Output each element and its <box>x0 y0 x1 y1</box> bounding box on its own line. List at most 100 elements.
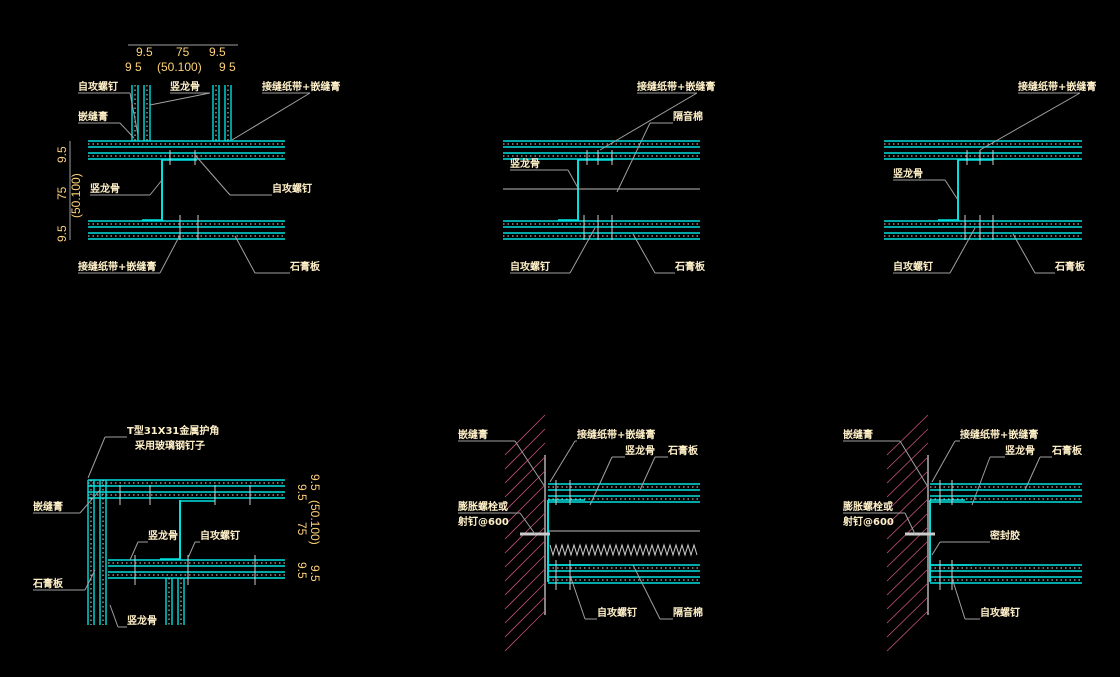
leader-line <box>632 564 661 620</box>
dim-right-board-lower-outer: 9.5 <box>308 565 322 582</box>
leader-line <box>931 541 941 556</box>
label-joint-tape: 接缝纸带+嵌缝膏 <box>577 428 655 441</box>
dim-top-stud: 75 <box>176 45 190 59</box>
leader-line <box>589 456 613 506</box>
detail-3-partition: 接缝纸带+嵌缝膏 竖龙骨 自攻螺钉 石膏板 <box>893 80 1096 273</box>
label-screw: 自攻螺钉 <box>597 606 637 619</box>
dim-top-right-board: 9.5 <box>209 45 226 59</box>
dim-top-left-board: 9.5 <box>136 45 153 59</box>
leader-line <box>569 574 586 620</box>
label-screw: 自攻螺钉 <box>510 260 550 273</box>
leader-line <box>616 122 651 193</box>
leader-line <box>569 227 596 274</box>
label-gypsum: 石膏板 <box>1054 260 1086 273</box>
leader-line <box>971 456 991 506</box>
wall-hatch <box>886 442 929 484</box>
dim-left-stud: 75 <box>55 186 69 200</box>
label-insulation: 隔音棉 <box>673 606 703 619</box>
label-screw: 自攻螺钉 <box>893 260 933 273</box>
detail-6-wall-junction-sealant: 嵌缝膏 接缝纸带+嵌缝膏 竖龙骨 石膏板 膨胀螺栓或 射钉@600 密封胶 自攻… <box>842 428 1083 619</box>
label-gypsum: 石膏板 <box>1051 444 1083 457</box>
wall-hatch <box>504 498 546 540</box>
dim-right-stud: 75 <box>295 522 309 536</box>
wall-hatch <box>886 568 929 610</box>
label-screw: 自攻螺钉 <box>980 606 1020 619</box>
wall-hatch <box>504 484 546 526</box>
label-insulation: 隔音棉 <box>673 110 703 123</box>
label-gypsum: 石膏板 <box>674 260 706 273</box>
label-anchor-spacing: 射钉@600 <box>457 515 509 528</box>
leader-line <box>944 179 959 201</box>
label-stud: 竖龙骨 <box>148 529 178 542</box>
leader-line <box>79 489 101 514</box>
leader-line <box>639 456 656 491</box>
label-joint-tape: 接缝纸带+嵌缝膏 <box>78 260 156 273</box>
wall-hatch <box>886 428 929 470</box>
label-stud: 竖龙骨 <box>1005 444 1035 457</box>
label-screw: 自攻螺钉 <box>272 182 312 195</box>
label-stud: 竖龙骨 <box>625 444 655 457</box>
dim-right-board-outer: 9.5 <box>308 474 322 491</box>
dim-right-board: 9.5 <box>295 484 309 501</box>
wall-hatch <box>886 596 929 638</box>
wall-hatch <box>504 568 546 610</box>
wall-hatch <box>504 428 546 470</box>
label-stud: 竖龙骨 <box>170 80 200 93</box>
wall-hatch <box>504 582 546 624</box>
wall-hatch <box>504 414 546 456</box>
leader-line <box>159 234 181 274</box>
leader-line <box>949 227 976 274</box>
leader-line <box>979 92 1081 151</box>
label-anchor: 膨胀螺栓或 <box>458 500 508 513</box>
leader-line <box>129 541 139 561</box>
drawing-geometry <box>33 44 1082 652</box>
leader-line <box>187 541 196 559</box>
label-stud: 竖龙骨 <box>127 614 157 627</box>
label-stud: 竖龙骨 <box>893 167 923 180</box>
label-joint-tape: 接缝纸带+嵌缝膏 <box>637 80 715 93</box>
leader-line <box>549 440 576 483</box>
detail-4-corner-joint: T型31X31金属护角 采用玻璃钢钉子 嵌缝膏 竖龙骨 自攻螺钉 石膏板 竖龙骨… <box>32 424 322 627</box>
dim-right-board-lower: 9.5 <box>295 562 309 579</box>
label-screw: 自攻螺钉 <box>200 529 240 542</box>
label-stud: 竖龙骨 <box>510 157 540 170</box>
label-screw: 自攻螺钉 <box>78 80 118 93</box>
leader-line <box>194 154 231 196</box>
wall-hatch <box>504 540 546 582</box>
label-joint-tape: 接缝纸带+嵌缝膏 <box>262 80 340 93</box>
dim-top-right-split: 9 5 <box>219 60 236 74</box>
label-corner-bead: T型31X31金属护角 <box>127 424 219 437</box>
wall-hatch <box>504 554 546 596</box>
label-anchor: 膨胀螺栓或 <box>843 500 893 513</box>
leader-line <box>931 440 956 483</box>
label-anchor-spacing: 射钉@600 <box>842 515 894 528</box>
label-caulk: 嵌缝膏 <box>78 110 108 123</box>
wall-hatch <box>886 540 929 582</box>
wall-hatch <box>504 442 546 484</box>
dim-right-stud-range: (50.100) <box>308 500 322 545</box>
leader-line <box>234 235 256 274</box>
wall-hatch <box>886 456 929 498</box>
label-joint-tape: 接缝纸带+嵌缝膏 <box>960 428 1038 441</box>
leader-line <box>519 512 536 535</box>
leader-line <box>231 92 311 141</box>
leader-line <box>84 569 96 591</box>
leader-line <box>567 169 579 189</box>
leader-line <box>119 122 135 139</box>
dim-left-stud-range: (50.100) <box>69 173 83 218</box>
wall-hatch <box>886 470 929 512</box>
detail-1-double-layer-partition: 9.5 75 9.5 9 5 (50.100) 9 5 9.5 75 (50.1… <box>55 45 340 273</box>
dim-top-stud-range: (50.100) <box>157 60 202 74</box>
leader-line <box>904 512 916 535</box>
wall-hatch <box>886 414 929 456</box>
leader-line <box>632 233 656 274</box>
detail-5-wall-junction-insulated: 嵌缝膏 接缝纸带+嵌缝膏 竖龙骨 石膏板 膨胀螺栓或 射钉@600 自攻螺钉 隔… <box>457 428 703 619</box>
label-corner-fix: 采用玻璃钢钉子 <box>134 439 205 452</box>
label-gypsum: 石膏板 <box>667 444 699 457</box>
wall-hatch <box>886 484 929 526</box>
leader-line <box>109 604 119 628</box>
dim-top-left-split: 9 5 <box>125 60 142 74</box>
leader-line <box>1024 456 1041 491</box>
leader-line <box>149 179 163 196</box>
